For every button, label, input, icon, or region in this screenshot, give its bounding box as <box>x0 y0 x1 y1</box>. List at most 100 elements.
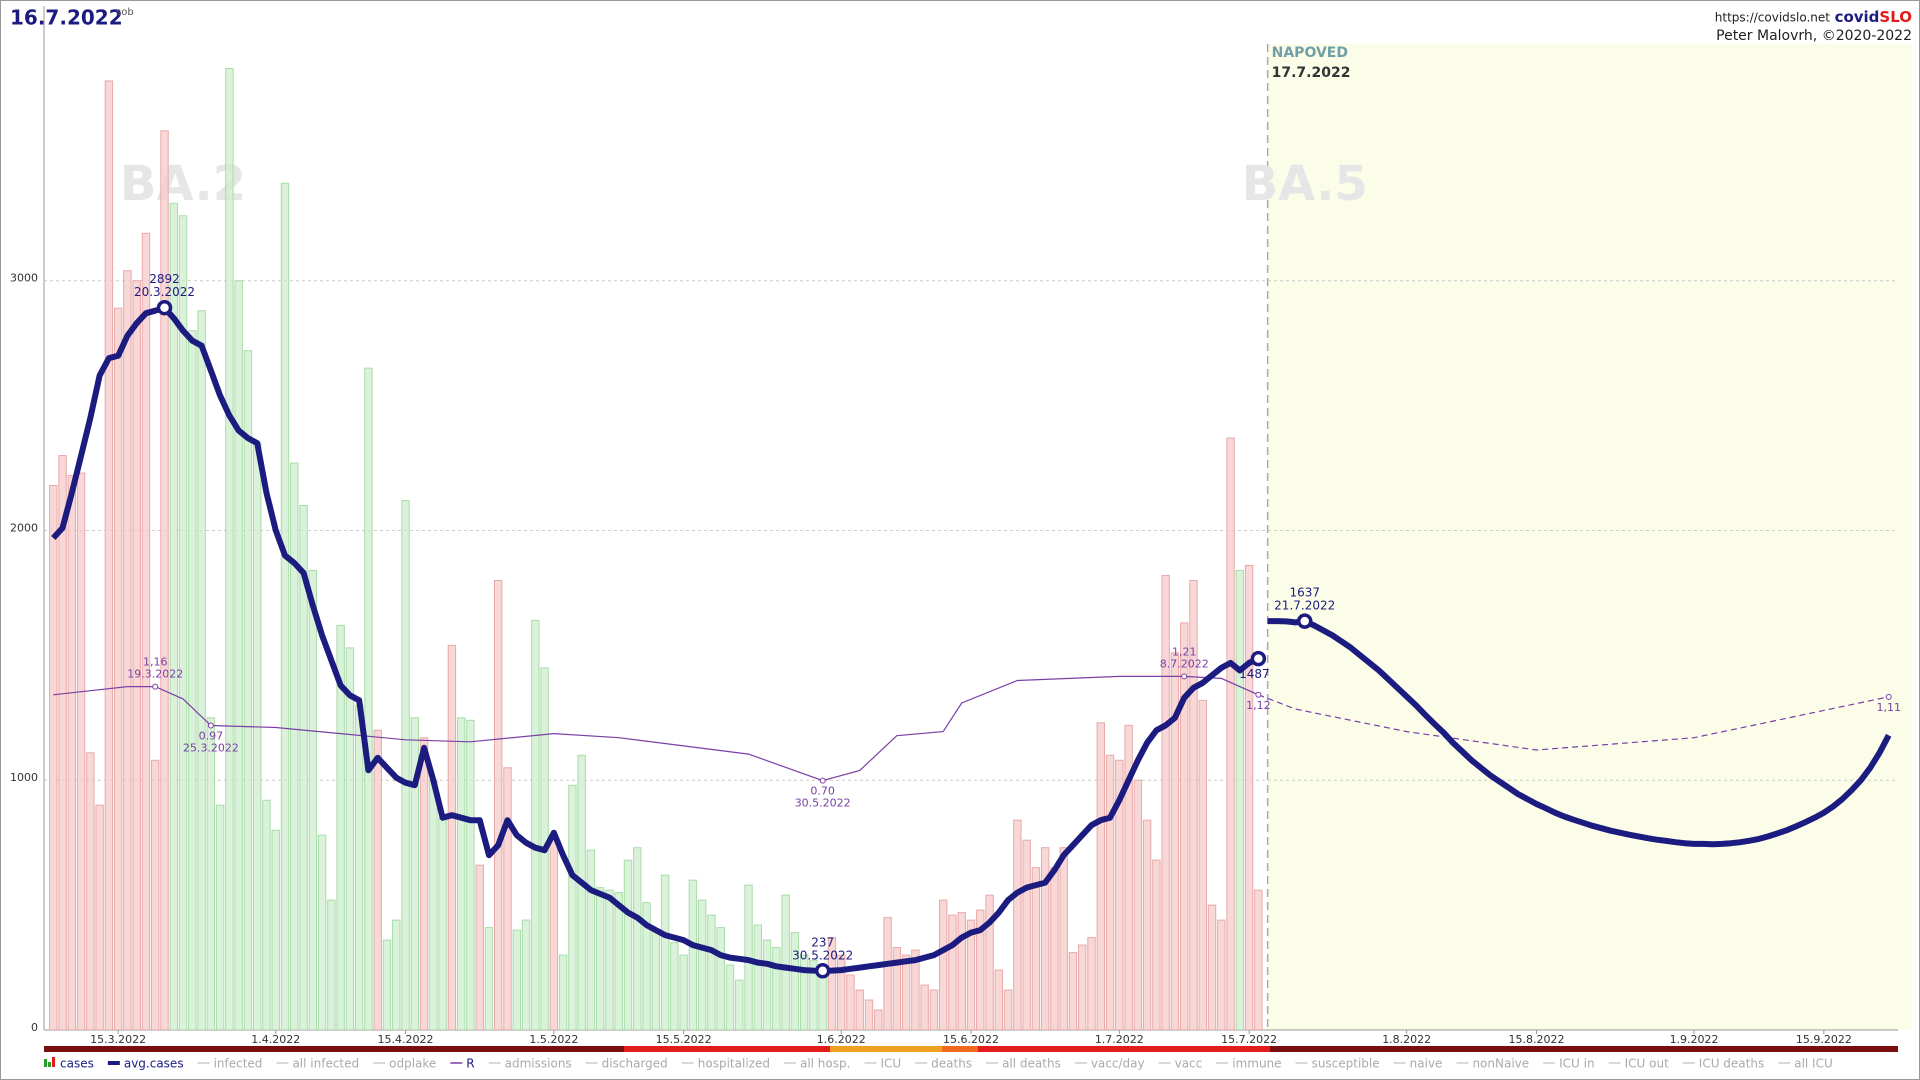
bar <box>892 947 902 1030</box>
legend-item[interactable]: ICU <box>864 1057 901 1071</box>
bar <box>790 932 800 1030</box>
strip-segment <box>978 1046 1270 1052</box>
bar <box>123 270 132 1030</box>
bar <box>58 455 67 1030</box>
logo: covidSLO <box>1835 8 1912 26</box>
bar <box>716 927 725 1030</box>
r-marker <box>207 722 214 729</box>
logo-part: SLO <box>1879 8 1912 26</box>
legend-item[interactable]: odplake <box>373 1057 436 1071</box>
bar <box>837 954 846 1030</box>
bar <box>1244 564 1254 1030</box>
bar <box>188 330 197 1030</box>
r-forecast-line <box>1258 694 1889 751</box>
annotation-date: 20.3.2022 <box>134 285 195 299</box>
bar <box>364 367 373 1030</box>
bar <box>531 619 540 1030</box>
bar <box>735 979 744 1030</box>
legend-item[interactable]: cases <box>44 1057 94 1071</box>
legend-label: naive <box>1410 1057 1443 1071</box>
y-tick-label: 2000 <box>10 521 38 534</box>
legend-item[interactable]: discharged <box>585 1057 668 1071</box>
bar <box>688 879 698 1030</box>
bar <box>1254 889 1263 1030</box>
legend-label: ICU in <box>1559 1057 1594 1071</box>
bar <box>660 874 670 1030</box>
legend-item[interactable]: ICU deaths <box>1682 1057 1764 1071</box>
bar <box>1105 754 1115 1030</box>
legend-item[interactable]: all infected <box>276 1057 359 1071</box>
bar <box>1068 952 1078 1030</box>
bar <box>438 817 447 1030</box>
bar <box>586 849 596 1030</box>
x-tick-label: 15.9.2022 <box>1796 1033 1852 1046</box>
logo-part: covid <box>1835 8 1880 26</box>
bar <box>633 847 642 1030</box>
site-url[interactable]: https://covidslo.net <box>1715 11 1831 25</box>
x-tick-label: 15.7.2022 <box>1221 1033 1277 1046</box>
forecast-date: 17.7.2022 <box>1272 65 1351 81</box>
legend-item[interactable]: infected <box>197 1057 263 1071</box>
strip-segment <box>830 1046 942 1052</box>
r-annotation-value: 1,11 <box>1876 701 1901 714</box>
bar <box>197 310 206 1030</box>
legend-item[interactable]: naive <box>1393 1057 1443 1071</box>
bar <box>1133 779 1143 1030</box>
annotation-date: 30.5.2022 <box>792 948 853 962</box>
legend-label: discharged <box>602 1057 668 1071</box>
r-line <box>53 675 1259 782</box>
legend-item[interactable]: vacc/day <box>1074 1057 1145 1071</box>
bar <box>809 959 818 1030</box>
legend-item[interactable]: ICU out <box>1608 1057 1669 1071</box>
bar <box>95 804 104 1030</box>
legend-item[interactable]: all hosp. <box>783 1057 850 1071</box>
bar <box>1078 944 1087 1030</box>
x-tick-label: 15.5.2022 <box>656 1033 712 1046</box>
bar <box>521 919 531 1030</box>
bar <box>920 984 929 1030</box>
legend-item[interactable]: ICU in <box>1543 1057 1595 1071</box>
x-tick-label: 1.9.2022 <box>1670 1033 1719 1046</box>
x-tick-label: 1.5.2022 <box>529 1033 578 1046</box>
peak-marker <box>1250 650 1267 667</box>
bar <box>1189 579 1198 1030</box>
legend-label: immune <box>1232 1057 1281 1071</box>
legend-item[interactable]: all ICU <box>1778 1057 1833 1071</box>
legend-item[interactable]: admissions <box>488 1057 572 1071</box>
r-marker <box>152 683 159 690</box>
y-tick-label: 1000 <box>10 771 38 784</box>
legend-item[interactable]: hospitalized <box>681 1057 770 1071</box>
legend-item[interactable]: avg.cases <box>107 1057 184 1071</box>
legend-item[interactable]: all deaths <box>986 1057 1061 1071</box>
strip-segment <box>624 1046 830 1052</box>
bar <box>614 892 623 1030</box>
legend-item[interactable]: deaths <box>915 1057 972 1071</box>
legend-item[interactable]: susceptible <box>1295 1057 1380 1071</box>
bar <box>243 350 253 1030</box>
legend-item[interactable]: nonNaive <box>1456 1057 1529 1071</box>
bar <box>401 500 410 1030</box>
legend-item[interactable]: vacc <box>1158 1057 1203 1071</box>
bar <box>781 894 790 1030</box>
bar <box>994 969 1004 1030</box>
x-tick-label: 15.6.2022 <box>943 1033 999 1046</box>
forecast-region <box>1267 44 1912 1030</box>
annotation-value: 2892 <box>149 272 180 286</box>
bar <box>864 999 874 1030</box>
bar <box>883 917 892 1030</box>
avg-forecast-line <box>1267 618 1892 848</box>
bar <box>354 704 364 1030</box>
bar <box>178 215 188 1030</box>
bar <box>475 864 484 1030</box>
bar <box>1235 569 1245 1030</box>
legend-label: deaths <box>931 1057 972 1071</box>
bar <box>484 927 494 1030</box>
bar <box>1226 437 1235 1030</box>
bar <box>345 647 355 1030</box>
strip-segment <box>1270 1046 1898 1052</box>
bar <box>1170 652 1180 1030</box>
legend-item[interactable]: immune <box>1216 1057 1282 1071</box>
r-marker <box>1255 691 1262 698</box>
legend-item[interactable]: R <box>450 1057 475 1071</box>
bar <box>846 974 855 1030</box>
